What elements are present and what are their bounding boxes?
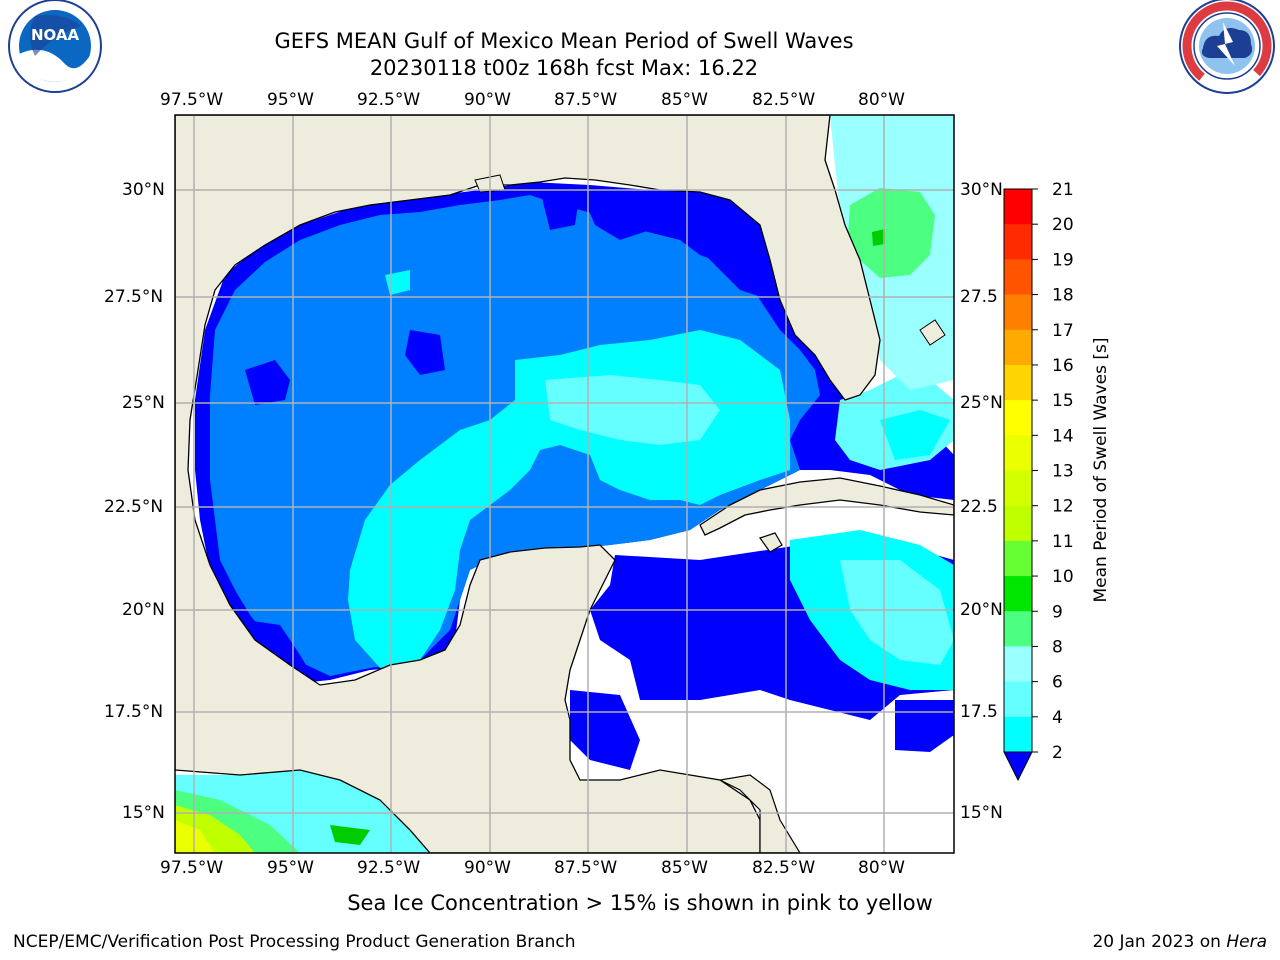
lat-label-right: 17.5 [960, 702, 998, 722]
lon-label-bottom: 87.5°W [554, 858, 618, 878]
footer-credit: NCEP/EMC/Verification Post Processing Pr… [13, 932, 576, 952]
colorbar-tick-label: 13 [1052, 462, 1074, 482]
colorbar-tick-label: 12 [1052, 497, 1074, 517]
colorbar-tick-label: 17 [1052, 321, 1074, 341]
colorbar-label: Mean Period of Swell Waves [s] [1091, 338, 1111, 603]
lat-label-left: 27.5°N [104, 287, 164, 307]
map-area [175, 115, 954, 853]
chart-title: GEFS MEAN Gulf of Mexico Mean Period of … [274, 29, 854, 53]
atlantic-green-field [848, 188, 935, 278]
lon-label-top: 92.5°W [357, 90, 421, 110]
colorbar-band [1004, 540, 1032, 577]
noaa-logo: NOAA [8, 0, 102, 93]
colorbar-tick-label: 9 [1052, 602, 1063, 622]
colorbar-tick-label: 8 [1052, 637, 1063, 657]
lon-label-bottom: 90°W [464, 858, 511, 878]
colorbar-band [1004, 681, 1032, 718]
colorbar-band [1004, 189, 1032, 225]
lon-label-bottom: 92.5°W [357, 858, 421, 878]
lon-label-bottom: 97.5°W [160, 858, 224, 878]
colorbar-band [1004, 611, 1032, 647]
lat-label-right: 25°N [960, 393, 1003, 413]
lon-label-bottom: 95°W [267, 858, 314, 878]
colorbar-band [1004, 259, 1032, 296]
colorbar-tick-label: 6 [1052, 673, 1063, 693]
colorbar-extend-arrow [1003, 751, 1033, 782]
lat-label-right: 27.5 [960, 287, 998, 307]
colorbar-band [1004, 435, 1032, 471]
sea-ice-note: Sea Ice Concentration > 15% is shown in … [347, 891, 933, 915]
lon-label-top: 95°W [267, 90, 314, 110]
colorbar-band [1004, 224, 1032, 260]
lat-label-left: 22.5°N [104, 497, 164, 517]
lon-label-bottom: 82.5°W [752, 858, 816, 878]
colorbar-band [1004, 400, 1032, 436]
colorbar-band [1004, 716, 1032, 753]
colorbar-band [1004, 646, 1032, 683]
lat-label-left: 15°N [122, 803, 165, 823]
colorbar-band [1004, 505, 1032, 542]
lat-label-left: 17.5°N [104, 702, 164, 722]
lat-label-left: 25°N [122, 393, 165, 413]
lat-label-right: 20°N [960, 600, 1003, 620]
colorbar-tick-label: 18 [1052, 286, 1074, 306]
lat-label-left: 30°N [122, 180, 165, 200]
lat-label-right: 15°N [960, 803, 1003, 823]
lon-label-bottom: 85°W [661, 858, 708, 878]
map-frame [174, 114, 955, 854]
lon-label-top: 85°W [661, 90, 708, 110]
colorbar-tick-label: 15 [1052, 391, 1074, 411]
colorbar-band [1004, 329, 1032, 366]
footer-date-text: 20 Jan 2023 on [1092, 932, 1227, 952]
land-isla-juventud [759, 532, 783, 553]
chart-subtitle-run: 20230118 t00z 168h fcst Max: 16.22 [369, 56, 759, 80]
noaa-logo-text: NOAA [31, 26, 80, 44]
colorbar-tick-label: 20 [1052, 215, 1074, 235]
colorbar-tick-label: 11 [1052, 532, 1074, 552]
land-north-america [175, 115, 881, 853]
lon-label-top: 80°W [858, 90, 905, 110]
lat-label-right: 22.5 [960, 497, 998, 517]
colorbar-tick-label: 16 [1052, 356, 1074, 376]
nws-logo [1179, 0, 1275, 94]
lat-label-left: 20°N [122, 600, 165, 620]
lon-label-top: 97.5°W [160, 90, 224, 110]
colorbar-tick-label: 19 [1052, 250, 1074, 270]
lon-label-top: 90°W [464, 90, 511, 110]
footer-host: Hera [1226, 932, 1267, 952]
colorbar-tick-label: 4 [1052, 708, 1063, 728]
colorbar-tick-label: 10 [1052, 567, 1074, 587]
lon-label-top: 87.5°W [554, 90, 618, 110]
land-cuba [699, 477, 954, 536]
lat-label-right: 30°N [960, 180, 1003, 200]
land-bahamas [919, 319, 946, 346]
lon-label-bottom: 80°W [858, 858, 905, 878]
colorbar-band [1004, 576, 1032, 612]
land-central-america-east [718, 774, 801, 853]
colorbar-tick-label: 2 [1052, 743, 1063, 763]
footer-date: 20 Jan 2023 on Hera [1092, 932, 1267, 952]
colorbar-band [1004, 294, 1032, 331]
colorbar: 21 20 19 18 17 16 15 14 13 12 11 10 9 8 6 4 2 [1003, 180, 1074, 763]
colorbar-tick-label: 14 [1052, 426, 1074, 446]
colorbar-tick-label: 21 [1052, 180, 1074, 200]
lon-label-top: 82.5°W [752, 90, 816, 110]
lonlat-gridlines [175, 115, 954, 853]
colorbar-band [1004, 364, 1032, 401]
colorbar-band [1004, 470, 1032, 507]
